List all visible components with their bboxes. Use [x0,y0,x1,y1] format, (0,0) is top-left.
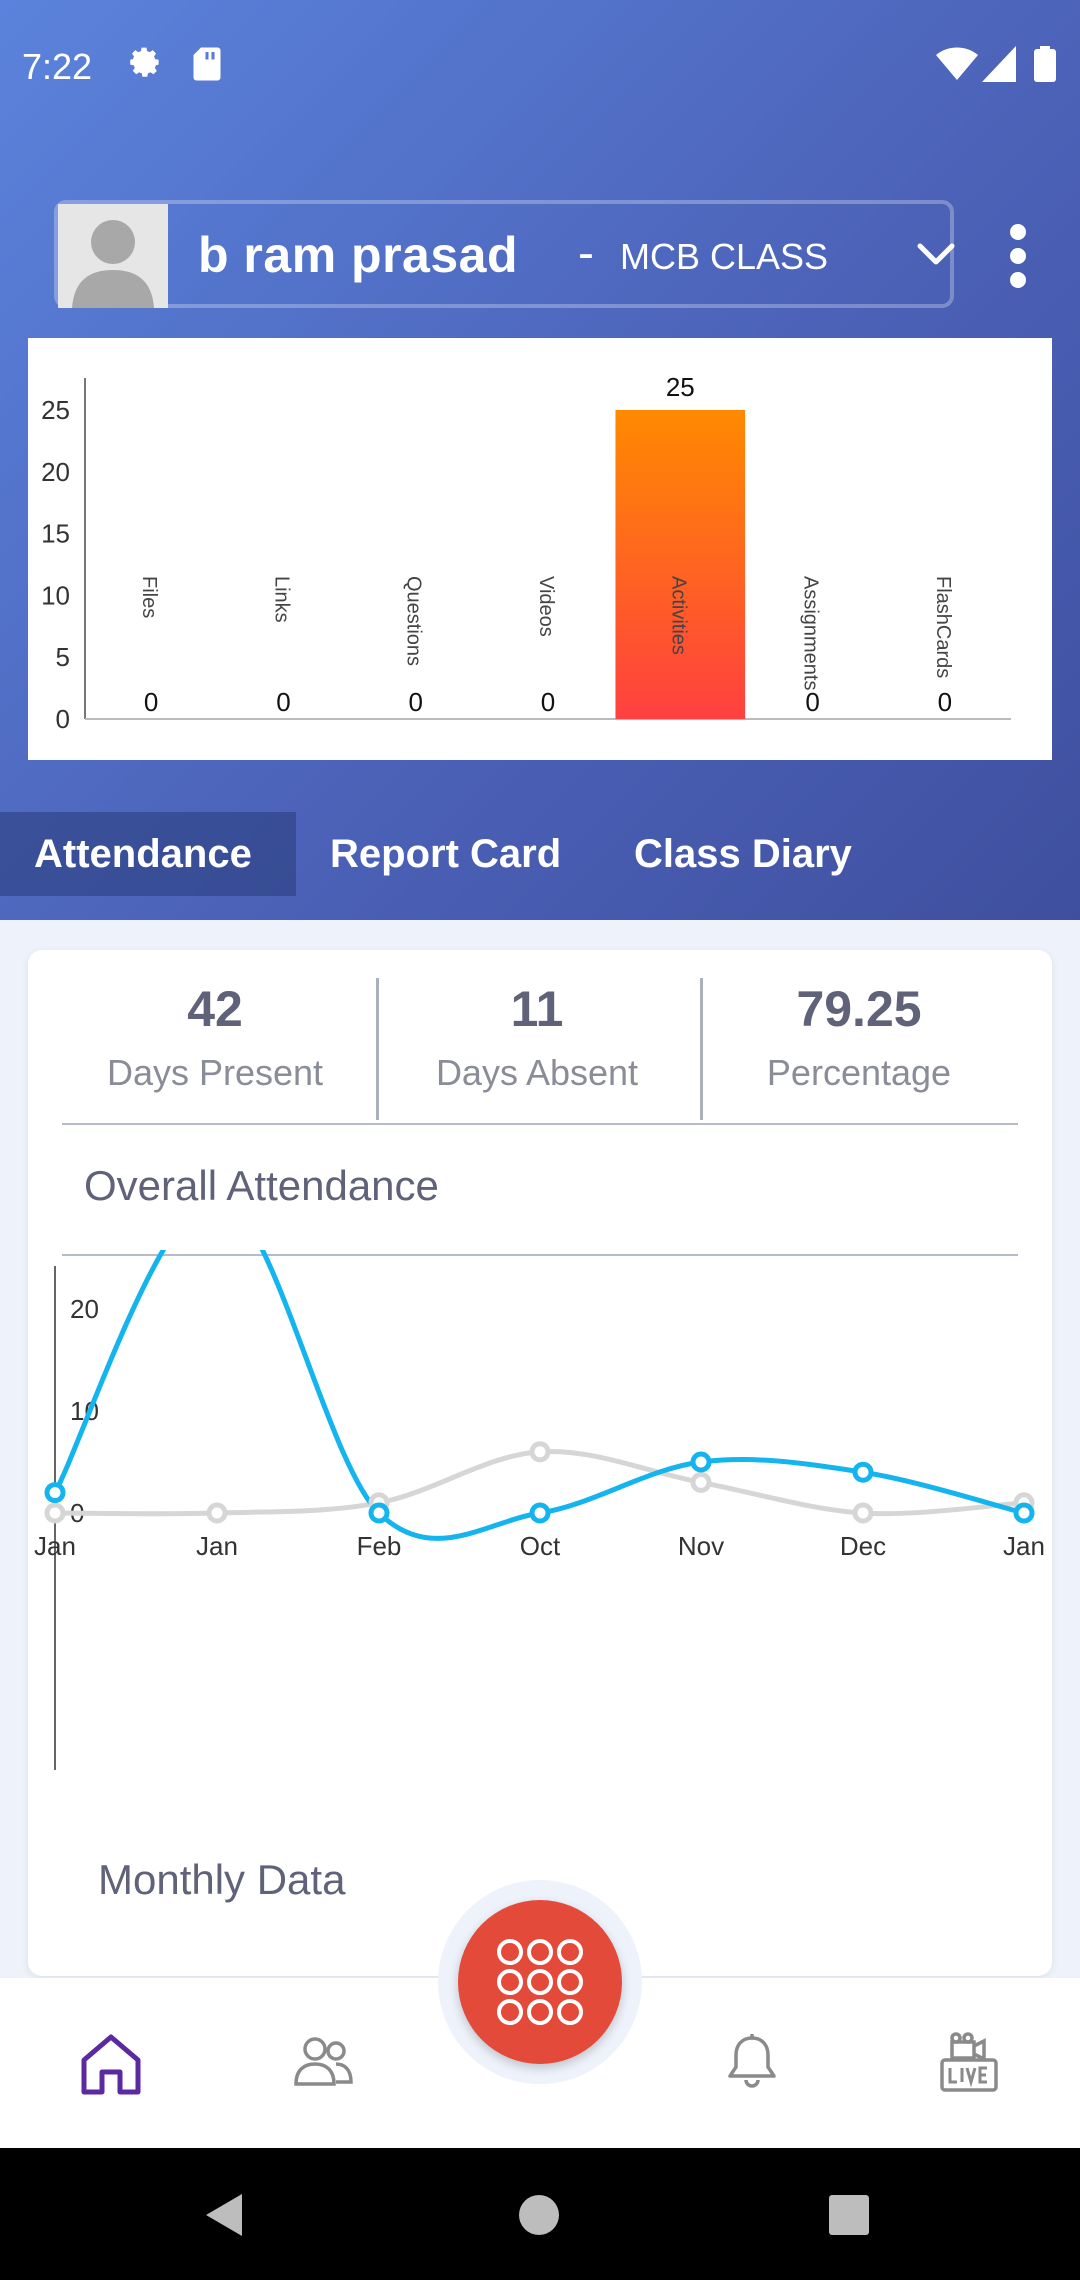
data-point [1013,1502,1035,1524]
people-icon[interactable] [292,2032,354,2092]
data-point [690,1471,712,1493]
data-point [852,1461,874,1483]
x-tick-label: Jan [196,1531,238,1561]
y-tick-label: 10 [41,580,70,610]
dot-icon [1010,272,1026,288]
content-bar-chart-card: 0 5 10 15 20 25 Files Links Questions Videos Acti… [28,338,1052,760]
name-separator: - [578,227,594,280]
android-navigation-bar [0,2148,1080,2280]
data-point [852,1502,874,1524]
wifi-icon [936,47,978,80]
live-icon[interactable] [938,2032,1000,2096]
class-name: MCB CLASS [620,236,829,277]
home-circle-icon[interactable] [518,2194,560,2236]
battery-icon [1034,46,1056,82]
data-point [690,1451,712,1473]
status-time: 7:22 [22,46,93,87]
tab-bar: Attendance Report Card Class Diary [0,812,1080,896]
x-tick-label: Dec [840,1531,886,1561]
data-point [529,1502,551,1524]
y-tick-label: 15 [41,519,70,549]
stat-value: 42 [187,981,243,1037]
y-tick-label: 20 [41,457,70,487]
bell-icon[interactable] [724,2032,780,2092]
x-tick-label: Jan [34,1531,76,1561]
data-point [44,1482,66,1504]
data-point [44,1502,66,1524]
stat-label: Percentage [766,1052,952,1093]
data-label: 25 [666,372,695,402]
data-label: 0 [938,687,952,717]
back-icon[interactable] [204,2192,244,2238]
avatar [58,204,168,308]
recents-icon[interactable] [828,2194,870,2236]
data-label: 0 [541,687,555,717]
attendance-card: 42 Days Present 11 Days Absent 79.25 Per… [28,950,1052,1976]
apps-menu-button[interactable] [458,1900,622,2064]
y-tick-label: 0 [56,704,70,734]
monthly-data-title: Monthly Data [98,1856,346,1903]
data-point [529,1441,551,1463]
stat-value: 79.25 [796,981,922,1037]
data-label: 0 [276,687,290,717]
content-bar-chart: 0 5 10 15 20 25 Files Links Questions Videos Acti… [41,372,1011,734]
divider [62,1254,1018,1256]
category-label: Links [270,576,292,623]
y-tick-label: 5 [56,642,70,672]
x-tick-label: Nov [678,1531,724,1561]
overall-attendance-title: Overall Attendance [84,1162,439,1209]
category-label: Videos [535,576,557,637]
divider [376,978,379,1120]
data-point [206,1502,228,1524]
chevron-down-icon[interactable] [916,242,956,268]
data-label: 0 [144,687,158,717]
category-label: Questions [403,576,425,666]
user-placeholder-icon [72,220,154,308]
tab-report-card[interactable]: Report Card [330,832,562,876]
y-tick-label: 20 [70,1294,99,1324]
y-tick-label: 25 [41,395,70,425]
divider [700,978,703,1120]
stat-days-present: 42 Days Present [54,980,376,1094]
user-name: b ram prasad [198,227,519,283]
category-label: Assignments [800,576,822,691]
home-icon[interactable] [78,2032,144,2096]
x-tick-label: Oct [520,1531,561,1561]
dot-icon [1010,248,1026,264]
profile-selector[interactable]: b ram prasad - MCB CLASS [54,200,956,308]
divider [62,1123,1018,1125]
bar [615,410,746,719]
signal-icon [982,46,1016,82]
tab-class-diary[interactable]: Class Diary [634,832,852,876]
category-label: Files [138,576,160,618]
series-line [52,1250,1025,1541]
data-point [368,1502,390,1524]
stat-label: Days Present [106,1052,324,1093]
settings-icon [130,47,159,77]
x-tick-label: Feb [357,1531,402,1561]
data-label: 0 [805,687,819,717]
stat-value: 11 [510,981,564,1037]
stat-days-absent: 11 Days Absent [376,980,698,1094]
category-label: Activities [667,576,689,655]
category-label: FlashCards [932,576,954,678]
apps-grid-icon [497,1939,583,2025]
dot-icon [1010,224,1026,240]
data-label: 0 [408,687,422,717]
tab-attendance[interactable]: Attendance [0,812,296,896]
stat-label: Days Absent [435,1052,639,1093]
sd-card-icon [193,47,221,81]
x-tick-label: Jan [1003,1531,1045,1561]
more-options-button[interactable] [1000,218,1040,290]
stat-percentage: 79.25 Percentage [698,980,1020,1094]
status-bar: 7:22 [0,0,1080,135]
